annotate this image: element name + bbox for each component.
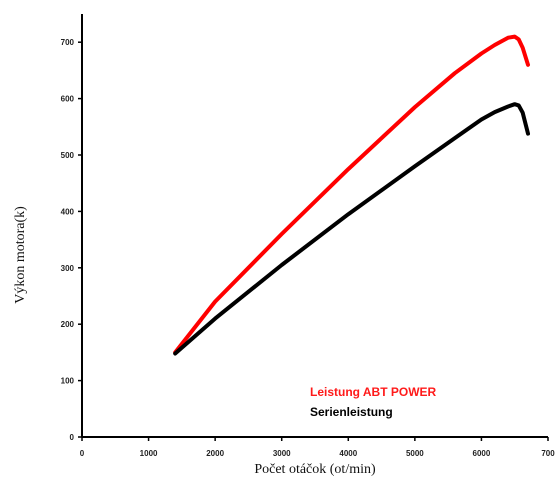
legend-entry-abt-power: Leistung ABT POWER: [310, 385, 437, 399]
x-tick-label: 0: [80, 449, 85, 458]
x-tick-label: 2000: [206, 449, 224, 458]
x-axis-title: Počet otáčok (ot/min): [254, 462, 376, 477]
y-tick-label: 700: [61, 38, 75, 47]
x-tick-label: 6000: [473, 449, 491, 458]
x-tick-label: 1000: [140, 449, 158, 458]
y-tick-label: 0: [70, 433, 75, 442]
axes: [81, 14, 548, 438]
y-tick-label: 600: [61, 95, 75, 104]
x-tick-label: 5000: [406, 449, 424, 458]
legend: Leistung ABT POWER Serienleistung: [310, 385, 437, 419]
y-tick-label: 100: [61, 377, 75, 386]
x-tick-label: 700: [541, 449, 555, 458]
y-axis-title: Výkon motora(k): [13, 206, 28, 304]
series-line-serienleistung: [173, 102, 530, 356]
series-lines: [173, 34, 530, 356]
y-ticks: 0 100 200 300 400 500 600 700: [61, 38, 82, 442]
y-tick-label: 200: [61, 320, 75, 329]
y-tick-label: 400: [61, 207, 75, 216]
x-ticks: 0 1000 2000 3000 4000 5000 6000 700: [80, 437, 555, 458]
x-tick-label: 4000: [339, 449, 357, 458]
series-line-abt-power: [173, 34, 530, 355]
x-tick-label: 3000: [273, 449, 291, 458]
y-tick-label: 500: [61, 151, 75, 160]
y-tick-label: 300: [61, 264, 75, 273]
legend-entry-serienleistung: Serienleistung: [310, 405, 393, 419]
